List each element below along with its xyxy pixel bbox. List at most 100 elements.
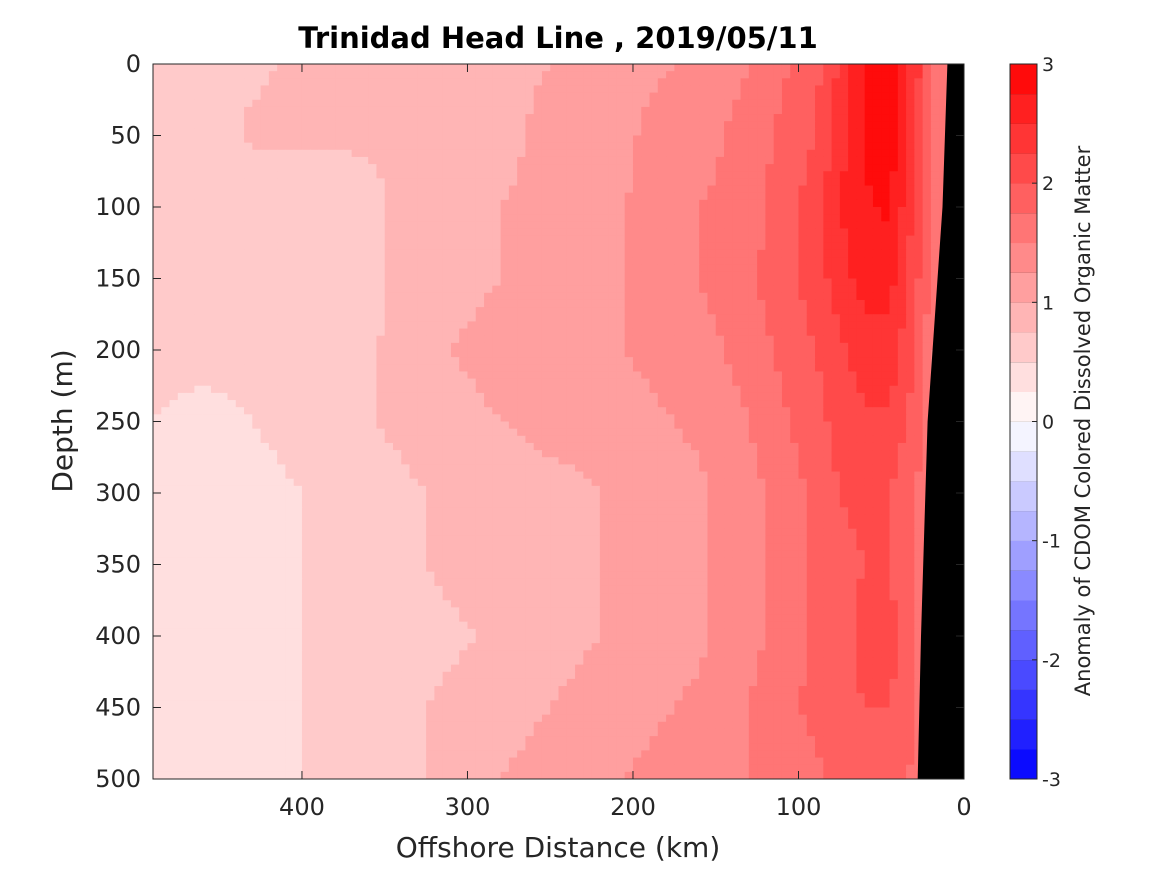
heatmap-cell (210, 228, 220, 237)
heatmap-cell (467, 407, 477, 415)
heatmap-cell (881, 199, 891, 208)
heatmap-cell (343, 221, 353, 230)
heatmap-cell (525, 207, 535, 215)
heatmap-cell (748, 421, 758, 430)
heatmap-cell (765, 242, 775, 251)
heatmap-cell (682, 299, 692, 308)
heatmap-cell (666, 178, 675, 187)
heatmap-cell (765, 357, 775, 365)
heatmap-cell (467, 149, 477, 158)
heatmap-cell (889, 199, 899, 208)
heatmap-cell (839, 285, 849, 294)
heatmap-cell (914, 128, 924, 137)
heatmap-cell (417, 371, 427, 380)
heatmap-cell (566, 364, 576, 373)
heatmap-cell (682, 307, 692, 315)
heatmap-cell (376, 207, 386, 215)
heatmap-cell (335, 335, 344, 344)
heatmap-cell (368, 221, 378, 230)
heatmap-cell (906, 228, 915, 237)
heatmap-cell (335, 106, 344, 115)
heatmap-cell (169, 214, 179, 222)
heatmap-cell (881, 400, 891, 408)
heatmap-cell (517, 121, 526, 129)
heatmap-cell (268, 228, 278, 237)
heatmap-cell (765, 164, 775, 172)
heatmap-cell (930, 221, 940, 230)
heatmap-cell (724, 271, 733, 280)
heatmap-cell (161, 121, 171, 129)
heatmap-cell (277, 171, 287, 179)
heatmap-cell (872, 307, 882, 315)
heatmap-cell (202, 78, 212, 87)
heatmap-cell (153, 392, 162, 401)
heatmap-cell (591, 264, 601, 272)
heatmap-cell (153, 414, 162, 423)
heatmap-cell (285, 121, 295, 129)
heatmap-cell (343, 214, 353, 222)
heatmap-cell (277, 242, 287, 251)
heatmap-cell (301, 178, 311, 187)
heatmap-cell (318, 221, 328, 230)
heatmap-cell (525, 178, 535, 187)
heatmap-cell (781, 128, 791, 137)
heatmap-cell (798, 164, 808, 172)
heatmap-cell (641, 314, 651, 322)
heatmap-cell (732, 400, 742, 408)
heatmap-cell (409, 128, 419, 137)
heatmap-cell (591, 292, 601, 301)
heatmap-cell (748, 171, 758, 179)
heatmap-cell (343, 199, 353, 208)
heatmap-cell (500, 421, 510, 430)
heatmap-cell (872, 156, 882, 165)
heatmap-cell (219, 257, 229, 265)
heatmap-cell (558, 328, 568, 337)
heatmap-cell (773, 149, 783, 158)
heatmap-cell (426, 135, 435, 144)
heatmap-cell (475, 271, 485, 280)
heatmap-cell (815, 307, 824, 315)
heatmap-cell (533, 357, 543, 365)
heatmap-cell (467, 371, 477, 380)
heatmap-cell (318, 106, 328, 115)
heatmap-cell (699, 207, 709, 215)
heatmap-cell (326, 364, 336, 373)
heatmap-cell (798, 149, 808, 158)
heatmap-cell (690, 292, 700, 301)
heatmap-cell (839, 178, 849, 187)
heatmap-cell (194, 78, 204, 87)
heatmap-cell (417, 278, 427, 287)
heatmap-cell (649, 185, 659, 194)
heatmap-cell (914, 414, 924, 423)
heatmap-cell (922, 64, 932, 72)
heatmap-cell (690, 106, 700, 115)
heatmap-cell (401, 271, 411, 280)
heatmap-cell (202, 314, 212, 322)
heatmap-cell (608, 249, 618, 258)
heatmap-cell (508, 371, 518, 380)
heatmap-cell (558, 92, 568, 101)
heatmap-cell (591, 371, 601, 380)
heatmap-cell (235, 249, 245, 258)
heatmap-cell (252, 371, 262, 380)
heatmap-cell (558, 199, 568, 208)
heatmap-cell (517, 278, 526, 287)
heatmap-cell (194, 378, 204, 387)
heatmap-cell (318, 242, 328, 251)
heatmap-cell (856, 285, 866, 294)
heatmap-cell (790, 85, 800, 94)
heatmap-cell (450, 156, 460, 165)
heatmap-cell (161, 307, 171, 315)
heatmap-cell (699, 185, 709, 194)
heatmap-cell (384, 364, 394, 373)
heatmap-cell (475, 185, 485, 194)
heatmap-cell (757, 257, 766, 265)
heatmap-cell (872, 271, 882, 280)
heatmap-cell (657, 350, 667, 358)
heatmap-cell (641, 106, 651, 115)
heatmap-cell (384, 414, 394, 423)
heatmap-cell (335, 342, 344, 351)
heatmap-cell (757, 178, 766, 187)
heatmap-cell (707, 342, 717, 351)
heatmap-cell (575, 385, 584, 394)
